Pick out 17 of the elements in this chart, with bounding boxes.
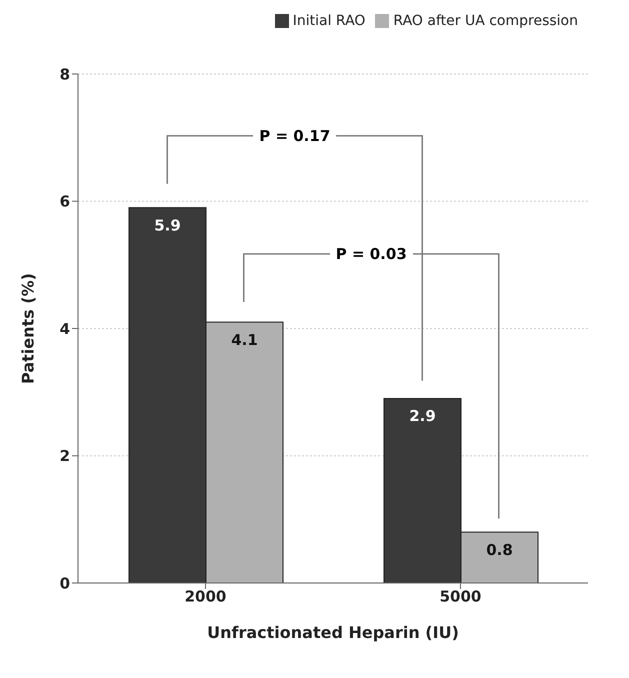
data-label: 0.8	[486, 540, 513, 559]
x-tick-label: 5000	[440, 588, 482, 606]
x-tick-label: 2000	[184, 588, 226, 606]
legend-label: RAO after UA compression	[393, 13, 578, 29]
y-tick-label: 2	[60, 447, 70, 466]
y-tick-label: 0	[60, 574, 70, 592]
data-label: 2.9	[409, 407, 436, 426]
y-tick-label: 6	[60, 192, 70, 211]
x-axis-title: Unfractionated Heparin (IU)	[207, 623, 459, 642]
y-axis-title: Patients (%)	[18, 273, 38, 384]
y-tick-label: 8	[60, 65, 70, 84]
data-label: 5.9	[154, 216, 181, 234]
annotation: P = 0.17	[253, 126, 336, 145]
legend-label: Initial RAO	[292, 13, 366, 29]
y-tick-label: 4	[60, 320, 70, 338]
annotation: P = 0.03	[330, 244, 413, 263]
data-label: 4.1	[231, 330, 258, 349]
